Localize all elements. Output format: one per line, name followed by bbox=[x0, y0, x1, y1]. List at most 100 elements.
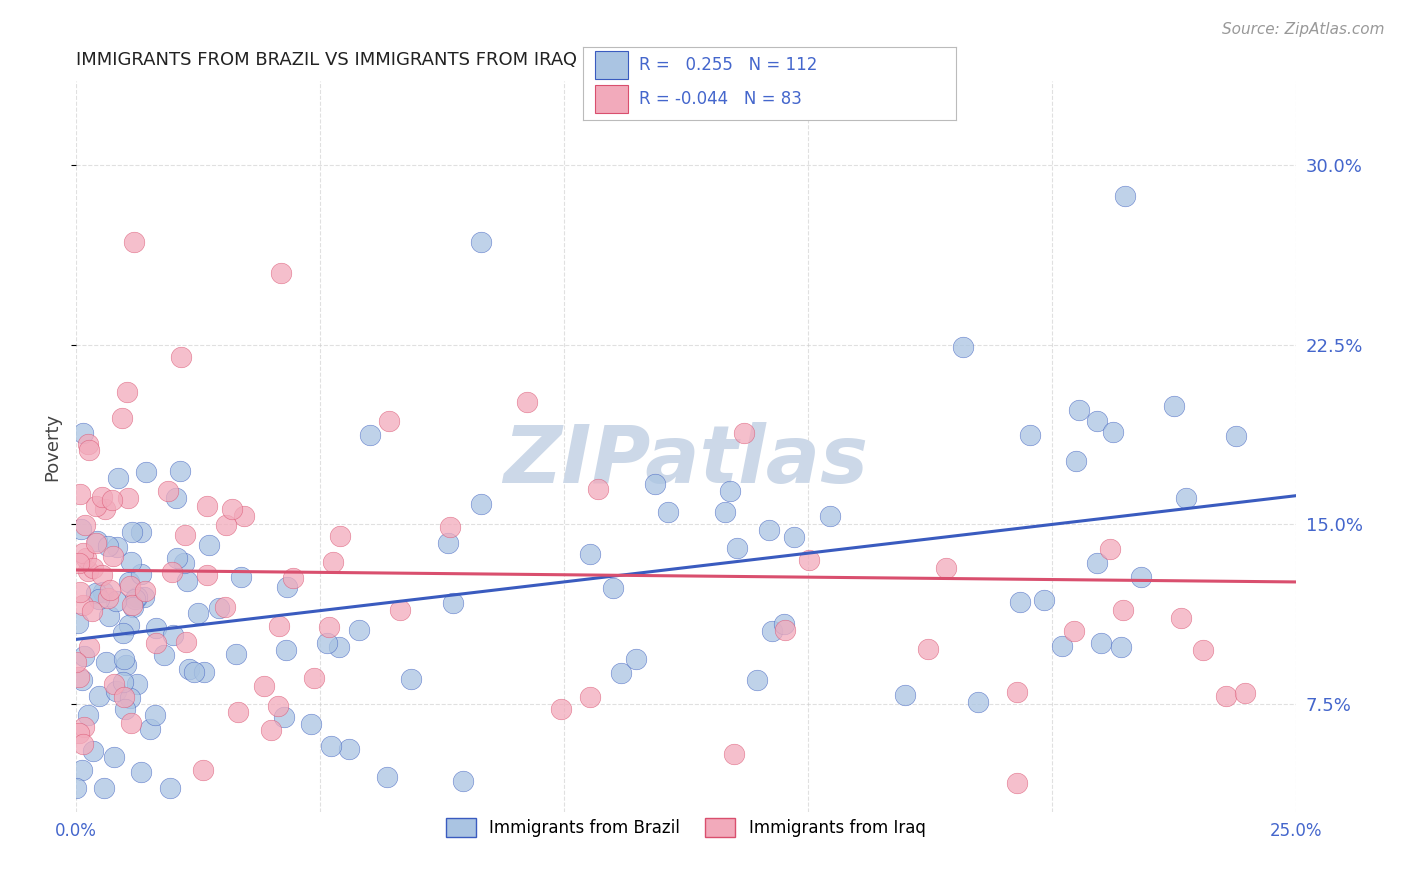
Immigrants from Brazil bbox=[602, 581, 624, 595]
Text: IMMIGRANTS FROM BRAZIL VS IMMIGRANTS FROM IRAQ POVERTY CORRELATION CHART: IMMIGRANTS FROM BRAZIL VS IMMIGRANTS FRO… bbox=[76, 51, 865, 69]
Immigrants from Brazil bbox=[894, 688, 917, 702]
Immigrants from Iraq bbox=[145, 635, 167, 649]
Immigrants from Brazil bbox=[111, 625, 134, 640]
Immigrants from Iraq bbox=[67, 556, 90, 570]
Immigrants from Iraq bbox=[76, 436, 98, 450]
Immigrants from Brazil bbox=[578, 547, 600, 561]
Immigrants from Brazil bbox=[783, 530, 806, 544]
Immigrants from Brazil bbox=[225, 647, 247, 661]
Immigrants from Brazil bbox=[124, 592, 146, 607]
Immigrants from Iraq bbox=[101, 492, 124, 507]
Immigrants from Brazil bbox=[129, 764, 152, 779]
Immigrants from Brazil bbox=[193, 665, 215, 679]
Immigrants from Brazil bbox=[1111, 640, 1133, 655]
Immigrants from Brazil bbox=[610, 665, 633, 680]
Immigrants from Iraq bbox=[197, 567, 219, 582]
Immigrants from Brazil bbox=[97, 609, 120, 624]
Immigrants from Iraq bbox=[228, 705, 250, 719]
Immigrants from Brazil bbox=[773, 617, 796, 632]
Bar bbox=[595, 86, 628, 113]
Immigrants from Brazil bbox=[97, 540, 120, 554]
Immigrants from Iraq bbox=[281, 571, 304, 585]
Immigrants from Iraq bbox=[191, 764, 214, 778]
Y-axis label: Poverty: Poverty bbox=[44, 412, 60, 481]
Immigrants from Iraq bbox=[935, 560, 957, 574]
Immigrants from Iraq bbox=[94, 502, 117, 516]
Immigrants from Brazil bbox=[135, 465, 157, 479]
Immigrants from Brazil bbox=[153, 648, 176, 662]
Immigrants from Iraq bbox=[67, 670, 90, 684]
Immigrants from Iraq bbox=[80, 604, 103, 618]
Immigrants from Iraq bbox=[72, 546, 94, 560]
Immigrants from Iraq bbox=[120, 716, 142, 731]
Immigrants from Brazil bbox=[105, 593, 128, 607]
Immigrants from Brazil bbox=[1163, 400, 1185, 414]
Immigrants from Iraq bbox=[515, 394, 537, 409]
Immigrants from Iraq bbox=[84, 536, 107, 550]
Immigrants from Iraq bbox=[77, 564, 100, 578]
Immigrants from Iraq bbox=[1007, 685, 1029, 699]
Immigrants from Brazil bbox=[276, 643, 298, 657]
Immigrants from Brazil bbox=[125, 677, 148, 691]
Immigrants from Brazil bbox=[72, 425, 94, 440]
Immigrants from Iraq bbox=[269, 619, 291, 633]
Immigrants from Brazil bbox=[967, 695, 990, 709]
Immigrants from Brazil bbox=[104, 684, 127, 698]
Immigrants from Iraq bbox=[111, 411, 134, 425]
Immigrants from Brazil bbox=[166, 551, 188, 566]
Immigrants from Brazil bbox=[1090, 636, 1112, 650]
Immigrants from Iraq bbox=[121, 598, 143, 612]
Immigrants from Brazil bbox=[436, 535, 458, 549]
Immigrants from Iraq bbox=[253, 679, 276, 693]
Immigrants from Brazil bbox=[86, 533, 108, 548]
Immigrants from Brazil bbox=[758, 524, 780, 538]
Immigrants from Brazil bbox=[328, 640, 350, 655]
Immigrants from Iraq bbox=[69, 487, 91, 501]
Immigrants from Brazil bbox=[112, 651, 135, 665]
Immigrants from Iraq bbox=[378, 414, 401, 428]
Immigrants from Brazil bbox=[117, 574, 139, 589]
Immigrants from Brazil bbox=[107, 471, 129, 485]
Immigrants from Brazil bbox=[818, 508, 841, 523]
Immigrants from Brazil bbox=[177, 662, 200, 676]
Immigrants from Iraq bbox=[103, 677, 125, 691]
Immigrants from Brazil bbox=[121, 599, 143, 614]
Immigrants from Iraq bbox=[588, 482, 610, 496]
Immigrants from Brazil bbox=[132, 591, 155, 605]
Immigrants from Brazil bbox=[120, 555, 142, 569]
Immigrants from Brazil bbox=[176, 574, 198, 588]
Immigrants from Brazil bbox=[1008, 595, 1031, 609]
Immigrants from Iraq bbox=[302, 671, 325, 685]
Immigrants from Brazil bbox=[187, 606, 209, 620]
Immigrants from Brazil bbox=[183, 665, 205, 680]
Immigrants from Brazil bbox=[761, 624, 783, 639]
Immigrants from Iraq bbox=[215, 518, 238, 533]
Immigrants from Iraq bbox=[1112, 603, 1135, 617]
Immigrants from Iraq bbox=[723, 747, 745, 761]
Immigrants from Brazil bbox=[1064, 454, 1087, 468]
Immigrants from Iraq bbox=[389, 602, 412, 616]
Immigrants from Brazil bbox=[65, 780, 87, 795]
Immigrants from Brazil bbox=[114, 701, 136, 715]
Immigrants from Brazil bbox=[713, 505, 735, 519]
Bar bbox=[595, 51, 628, 78]
Immigrants from Iraq bbox=[69, 584, 91, 599]
Immigrants from Brazil bbox=[718, 483, 741, 498]
Immigrants from Brazil bbox=[121, 524, 143, 539]
Immigrants from Iraq bbox=[157, 483, 180, 498]
Immigrants from Brazil bbox=[315, 636, 337, 650]
Immigrants from Brazil bbox=[73, 649, 96, 664]
Immigrants from Brazil bbox=[1102, 425, 1125, 439]
Immigrants from Iraq bbox=[267, 698, 290, 713]
Text: ZIPatlas: ZIPatlas bbox=[503, 422, 869, 500]
Immigrants from Iraq bbox=[579, 690, 602, 705]
Immigrants from Iraq bbox=[1007, 776, 1029, 790]
Immigrants from Brazil bbox=[197, 538, 219, 552]
Immigrants from Iraq bbox=[115, 384, 138, 399]
Immigrants from Brazil bbox=[470, 235, 492, 249]
Immigrants from Brazil bbox=[299, 717, 322, 731]
Immigrants from Brazil bbox=[84, 585, 107, 599]
Legend: Immigrants from Brazil, Immigrants from Iraq: Immigrants from Brazil, Immigrants from … bbox=[440, 811, 932, 844]
Immigrants from Iraq bbox=[733, 426, 755, 441]
Immigrants from Iraq bbox=[134, 584, 156, 599]
